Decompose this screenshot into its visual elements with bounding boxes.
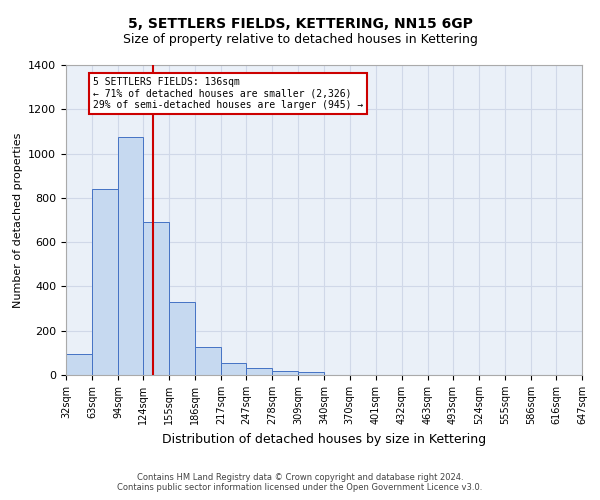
Y-axis label: Number of detached properties: Number of detached properties: [13, 132, 23, 308]
Bar: [247, 368, 272, 375]
Bar: [143, 222, 169, 375]
X-axis label: Distribution of detached houses by size in Kettering: Distribution of detached houses by size …: [162, 432, 486, 446]
Bar: [66, 354, 92, 375]
Bar: [298, 372, 325, 375]
Text: 5 SETTLERS FIELDS: 136sqm
← 71% of detached houses are smaller (2,326)
29% of se: 5 SETTLERS FIELDS: 136sqm ← 71% of detac…: [93, 77, 363, 110]
Bar: [92, 189, 118, 375]
Bar: [118, 137, 143, 375]
Bar: [272, 370, 298, 375]
Bar: [169, 302, 195, 375]
Text: Size of property relative to detached houses in Kettering: Size of property relative to detached ho…: [122, 32, 478, 46]
Text: Contains HM Land Registry data © Crown copyright and database right 2024.
Contai: Contains HM Land Registry data © Crown c…: [118, 473, 482, 492]
Text: 5, SETTLERS FIELDS, KETTERING, NN15 6GP: 5, SETTLERS FIELDS, KETTERING, NN15 6GP: [128, 18, 472, 32]
Bar: [195, 348, 221, 375]
Bar: [221, 363, 247, 375]
